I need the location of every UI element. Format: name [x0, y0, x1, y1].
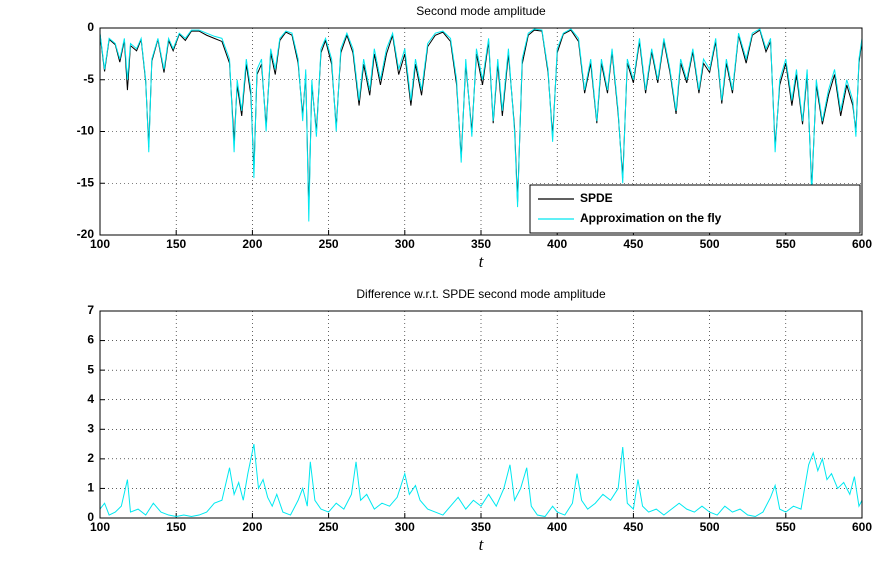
x-axis-label: t [479, 252, 485, 271]
x-tick-label: 250 [319, 520, 339, 534]
y-tick-label: 2 [87, 451, 94, 465]
y-tick-label: -20 [77, 227, 95, 241]
y-tick-label: 3 [87, 421, 94, 435]
axes-frame [99, 27, 863, 236]
y-tick-label: 6 [87, 333, 94, 347]
y-tick-label: 7 [87, 303, 94, 317]
legend-label: Approximation on the fly [580, 211, 722, 225]
x-tick-label: 100 [90, 520, 110, 534]
y-tick-label: 0 [87, 510, 94, 524]
x-tick-label: 450 [623, 237, 643, 251]
y-tick-label: 1 [87, 481, 94, 495]
x-tick-label: 100 [90, 237, 110, 251]
x-tick-label: 400 [547, 520, 567, 534]
y-tick-label: -15 [77, 175, 95, 189]
x-tick-label: 400 [547, 237, 567, 251]
y-tick-label: 4 [87, 392, 94, 406]
series-line [100, 28, 862, 222]
legend-label: SPDE [580, 191, 613, 205]
x-tick-label: 150 [166, 520, 186, 534]
x-tick-label: 150 [166, 237, 186, 251]
x-tick-label: 200 [242, 520, 262, 534]
x-tick-label: 350 [471, 237, 491, 251]
x-tick-label: 500 [700, 520, 720, 534]
series-line [100, 443, 862, 518]
x-tick-label: 200 [242, 237, 262, 251]
y-tick-label: 5 [87, 362, 94, 376]
y-tick-label: 0 [87, 20, 94, 34]
chart-title: Difference w.r.t. SPDE second mode ampli… [356, 287, 606, 301]
x-tick-label: 250 [319, 237, 339, 251]
x-tick-label: 300 [395, 237, 415, 251]
x-tick-label: 600 [852, 237, 872, 251]
x-axis-label: t [479, 535, 485, 554]
x-tick-label: 350 [471, 520, 491, 534]
x-tick-label: 500 [700, 237, 720, 251]
legend-box [529, 184, 861, 234]
x-tick-label: 550 [776, 520, 796, 534]
plot-area [100, 311, 862, 518]
x-tick-label: 450 [623, 520, 643, 534]
y-tick-label: -5 [83, 72, 94, 86]
axes-frame [99, 310, 863, 519]
y-tick-label: -10 [77, 124, 95, 138]
x-tick-label: 550 [776, 237, 796, 251]
x-tick-label: 300 [395, 520, 415, 534]
x-tick-label: 600 [852, 520, 872, 534]
chart-title: Second mode amplitude [416, 4, 546, 18]
